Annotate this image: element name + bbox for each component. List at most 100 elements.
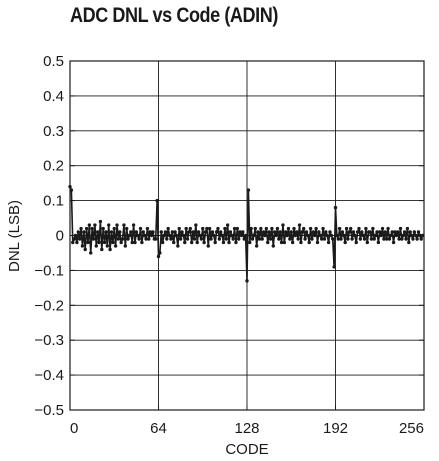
data-point	[202, 240, 206, 245]
data-point	[109, 230, 114, 234]
data-point	[321, 226, 325, 231]
x-tick-labels: 0 64 128 192 256	[70, 420, 424, 437]
data-point	[308, 226, 313, 231]
data-point	[325, 233, 329, 238]
data-point	[120, 237, 125, 241]
data-point	[342, 233, 346, 238]
y-tick-label: −0.1	[34, 262, 64, 279]
data-point	[288, 237, 292, 241]
data-point	[373, 233, 378, 238]
data-point	[201, 226, 205, 231]
data-point	[176, 244, 180, 248]
data-point	[123, 244, 128, 248]
data-point	[275, 226, 280, 231]
data-point	[131, 223, 136, 227]
data-point	[209, 237, 213, 241]
data-point	[266, 240, 270, 245]
data-point	[246, 188, 251, 192]
data-point	[84, 226, 89, 231]
data-point	[130, 240, 134, 245]
data-point	[98, 219, 103, 224]
data-point	[409, 233, 414, 238]
data-point	[237, 237, 241, 241]
data-point	[329, 233, 334, 238]
data-point	[331, 237, 335, 241]
data-point	[97, 240, 101, 245]
data-point	[174, 233, 179, 238]
data-point	[267, 230, 271, 234]
data-point	[365, 240, 369, 245]
data-point	[419, 237, 423, 241]
data-point	[231, 237, 235, 241]
data-point	[376, 240, 381, 245]
data-point	[116, 237, 121, 241]
data-point	[166, 226, 170, 231]
data-point	[391, 240, 396, 245]
data-point	[284, 230, 288, 234]
data-point	[324, 230, 328, 234]
data-point	[149, 233, 154, 238]
data-point	[177, 226, 181, 231]
data-point	[260, 237, 264, 241]
data-point	[242, 237, 246, 241]
data-point	[263, 233, 267, 238]
data-point	[210, 230, 215, 234]
data-point	[235, 226, 240, 231]
data-point	[371, 226, 375, 231]
data-point	[206, 244, 210, 248]
data-point	[375, 230, 379, 234]
data-point	[397, 237, 401, 241]
data-point	[107, 223, 111, 227]
data-point	[76, 230, 81, 234]
data-point	[281, 223, 285, 227]
data-point	[145, 226, 150, 231]
data-point	[148, 230, 152, 234]
data-point	[138, 226, 143, 231]
data-point	[311, 230, 316, 234]
data-point	[191, 230, 195, 234]
data-point	[213, 240, 217, 245]
data-point	[136, 233, 140, 238]
data-point	[343, 240, 347, 245]
data-point	[173, 230, 177, 234]
data-point	[248, 240, 252, 245]
data-point	[165, 237, 169, 241]
data-point	[351, 230, 356, 234]
data-point	[169, 237, 173, 241]
data-point	[264, 226, 269, 231]
data-point	[154, 237, 158, 241]
y-tick-label: −0.4	[34, 367, 64, 384]
data-point	[369, 237, 374, 241]
data-point	[382, 237, 386, 241]
data-point	[285, 233, 289, 238]
data-point	[232, 226, 237, 231]
data-point	[384, 237, 389, 241]
data-point	[379, 233, 383, 238]
data-point	[111, 240, 115, 245]
plot-frame	[69, 60, 425, 411]
data-point	[297, 223, 302, 227]
data-point	[401, 233, 405, 238]
y-tick-label: 0.4	[43, 88, 64, 105]
data-point	[133, 240, 137, 245]
data-point	[386, 226, 390, 231]
data-point	[368, 230, 372, 234]
data-point	[296, 237, 300, 241]
data-point	[253, 226, 257, 231]
data-point	[259, 226, 263, 231]
data-point	[224, 237, 228, 241]
data-point	[129, 230, 133, 234]
data-point	[274, 233, 278, 238]
data-point	[396, 230, 400, 234]
data-point	[380, 226, 385, 231]
data-point	[199, 237, 204, 241]
data-point	[142, 233, 147, 238]
data-point	[304, 230, 309, 234]
dnl-markers	[68, 184, 425, 283]
data-point	[390, 230, 394, 234]
data-point	[228, 230, 233, 234]
data-point	[214, 230, 219, 234]
data-point	[159, 230, 163, 234]
data-point	[372, 237, 376, 241]
data-point	[93, 223, 97, 227]
